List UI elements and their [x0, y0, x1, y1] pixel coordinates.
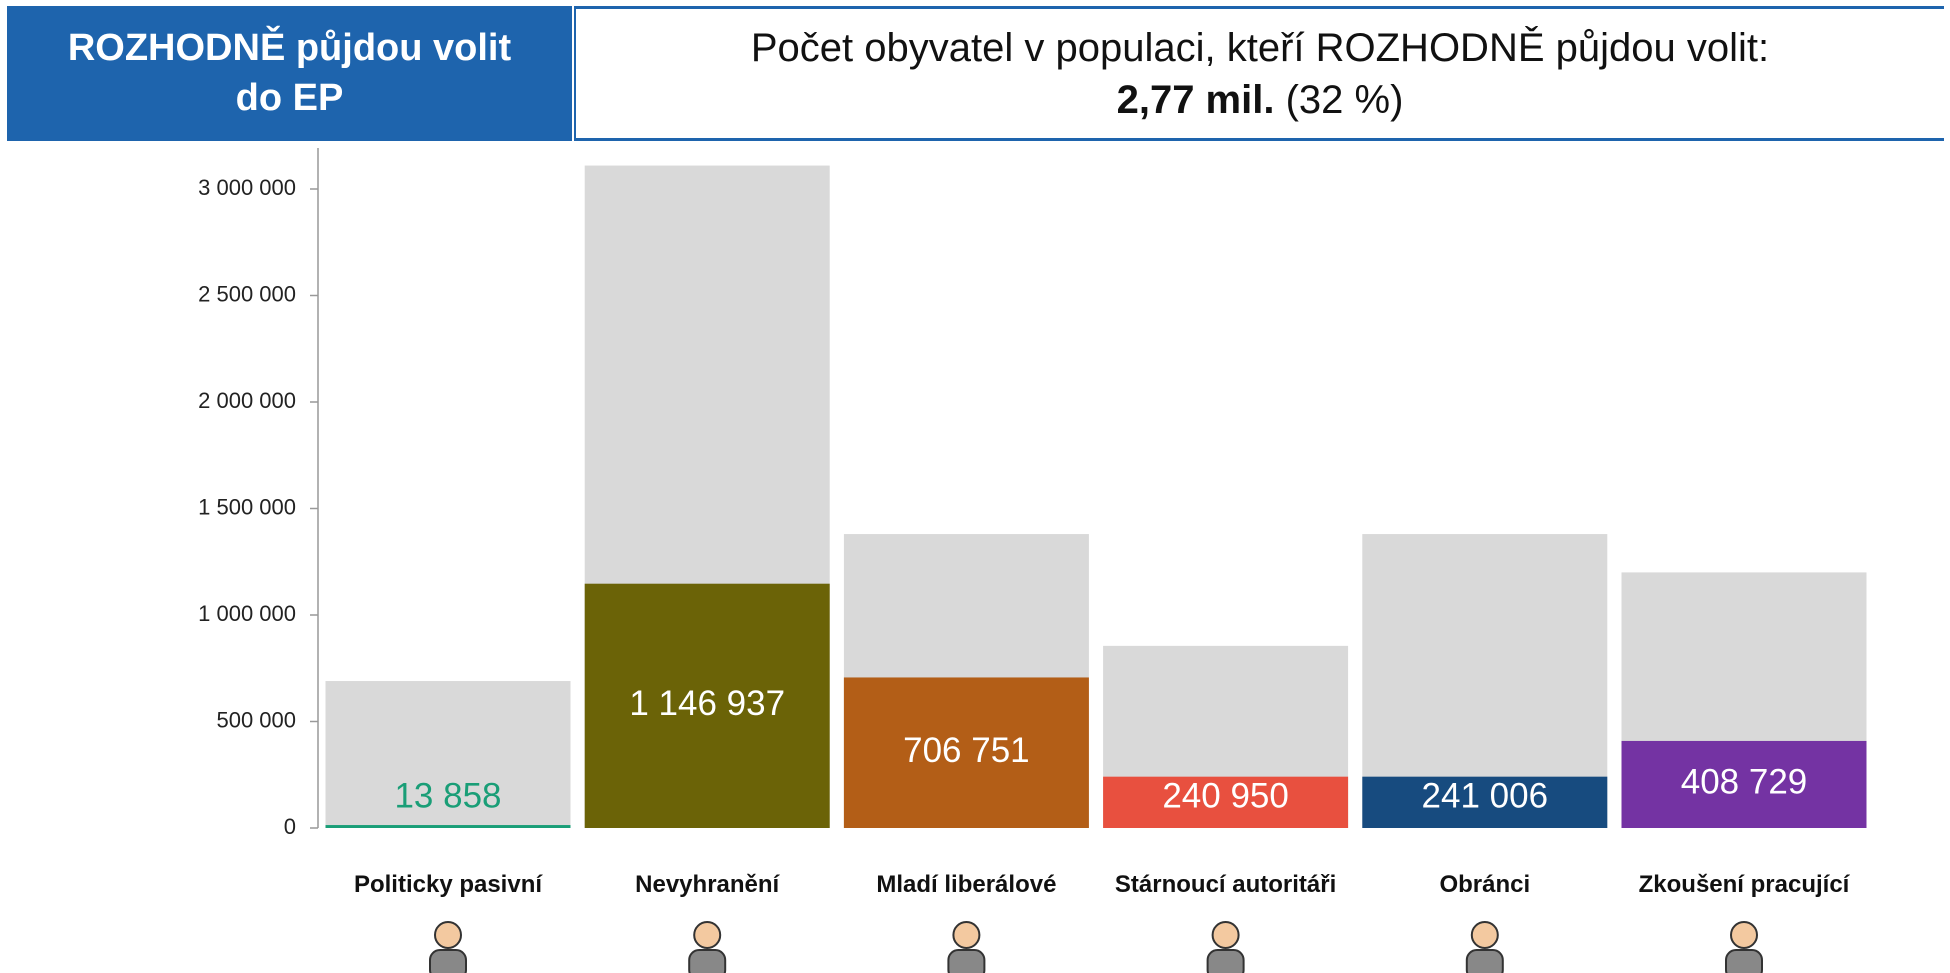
header-box: Počet obyvatel v populaci, kteří ROZHODN… [574, 6, 1944, 141]
person-icon-head [1211, 921, 1240, 949]
header-title: Počet obyvatel v populaci, kteří ROZHODN… [750, 25, 1770, 70]
total-bar [325, 681, 571, 828]
header-value: 2,77 mil. (32 %) [1117, 74, 1404, 126]
y-tick-label: 0 [284, 814, 296, 839]
decided-bar [325, 825, 571, 828]
category-label: Nevyhranění [635, 871, 780, 898]
value-label: 408 729 [1681, 763, 1808, 802]
header-highlight: 2,77 mil. [1116, 77, 1275, 122]
person-icon-body [429, 949, 467, 973]
category-label: Zkoušení pracující [1638, 871, 1850, 898]
value-label: 1 146 937 [629, 684, 785, 723]
person-icon-body [1206, 949, 1245, 973]
person-icon-head [693, 921, 722, 949]
header-share: (32 %) [1285, 77, 1404, 122]
person-icon-head [434, 921, 462, 949]
decided-bar [843, 677, 1089, 828]
value-label: 706 751 [903, 731, 1030, 770]
y-tick-label: 1 500 000 [198, 494, 296, 519]
person-icon-head [952, 921, 981, 949]
category-label: Obránci [1439, 871, 1531, 898]
value-label: 241 006 [1422, 776, 1549, 815]
value-label: 240 950 [1162, 776, 1289, 815]
decided-bar [1362, 776, 1608, 828]
person-icon-head [1730, 921, 1758, 949]
value-label: 13 858 [394, 776, 501, 815]
y-tick-label: 3 000 000 [198, 175, 296, 200]
y-tick-label: 2 500 000 [198, 281, 296, 306]
person-icon-head [1470, 921, 1499, 949]
decided-bar [1103, 776, 1349, 828]
y-tick-label: 1 000 000 [198, 601, 296, 626]
header-label: ROZHODNĚ půjdou volit do EP [7, 6, 572, 141]
category-label: Politicky pasivní [353, 871, 543, 898]
person-icon-body [688, 949, 727, 973]
decided-bar [1621, 740, 1867, 828]
y-tick-label: 500 000 [216, 707, 296, 732]
y-tick-label: 2 000 000 [198, 388, 296, 413]
decided-bar [584, 583, 830, 828]
person-icon-body [1725, 949, 1763, 973]
category-label: Mladí liberálové [876, 871, 1057, 898]
person-icon-body [1465, 949, 1504, 973]
category-label: Stárnoucí autoritáři [1114, 871, 1337, 898]
person-icon-body [947, 949, 986, 973]
